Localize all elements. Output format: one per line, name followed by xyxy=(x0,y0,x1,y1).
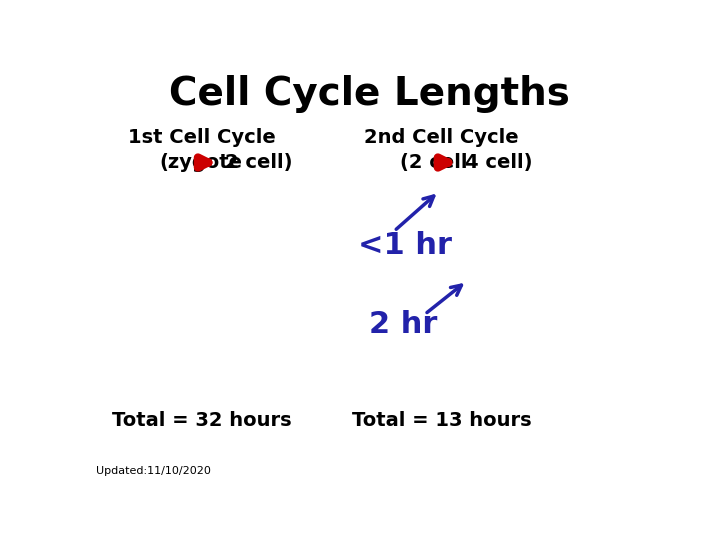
Text: Total = 13 hours: Total = 13 hours xyxy=(352,411,531,430)
Text: Cell Cycle Lengths: Cell Cycle Lengths xyxy=(168,75,570,113)
Text: 2nd Cell Cycle: 2nd Cell Cycle xyxy=(364,128,519,147)
Text: 2 cell): 2 cell) xyxy=(225,153,292,172)
Text: 1st Cell Cycle: 1st Cell Cycle xyxy=(127,128,276,147)
Text: (2 cell: (2 cell xyxy=(400,153,467,172)
Text: Updated:11/10/2020: Updated:11/10/2020 xyxy=(96,467,210,476)
Text: (zygote: (zygote xyxy=(160,153,243,172)
Text: Total = 32 hours: Total = 32 hours xyxy=(112,411,292,430)
Text: 4 cell): 4 cell) xyxy=(465,153,533,172)
Text: 2 hr: 2 hr xyxy=(369,310,437,339)
Text: <1 hr: <1 hr xyxy=(358,231,452,260)
